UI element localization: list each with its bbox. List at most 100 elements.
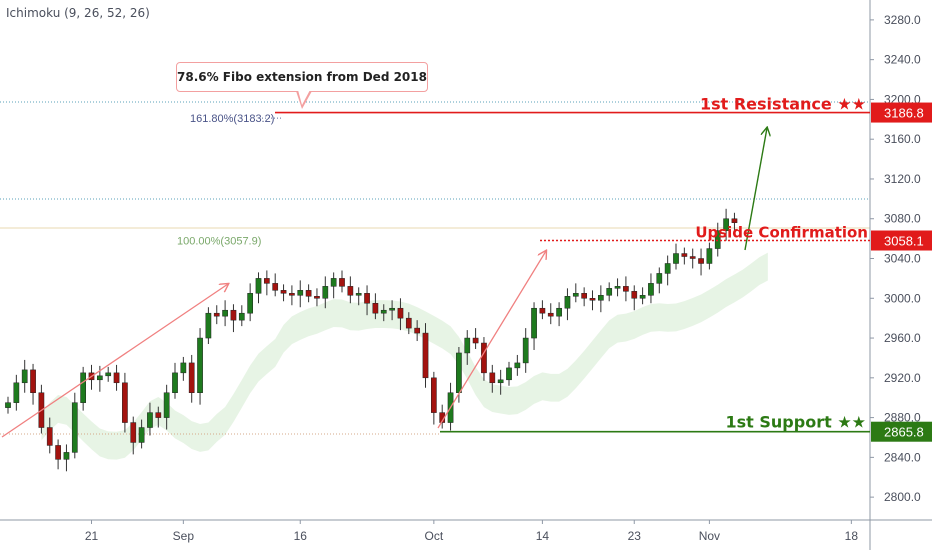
cloud-area [41,252,768,460]
candle-body [531,307,537,339]
candle-body [213,312,220,317]
candle [514,354,521,376]
candle-body [163,392,170,418]
fib-161-label: 161.80%(3183.2) [190,113,274,125]
candle-body [598,295,604,301]
candle [664,255,671,286]
candle-body [397,307,404,319]
candle [5,396,11,414]
candle-body [21,369,28,384]
candle-body [706,248,713,264]
candle [289,285,295,306]
candle-body [188,362,195,393]
candle [714,222,721,257]
candle [564,288,571,321]
candle-body [71,402,78,453]
candle-body [714,230,721,249]
resistance-annotation: 1st Resistance ★★ [700,95,866,114]
candle [138,419,145,449]
ichimoku-cloud [41,252,768,460]
candle [422,323,429,388]
candle-body [489,372,496,384]
candle [80,366,87,411]
candle-body [389,307,395,311]
candle [280,284,287,302]
resistance-price-tag-bg [871,102,932,123]
candle [147,402,153,436]
candle [589,290,596,311]
candle-body [172,372,178,393]
y-tick-label: 2920.0 [884,371,921,385]
candle [21,359,28,393]
candle-body [197,337,203,393]
candle [531,302,537,350]
candle [180,356,187,381]
candle-body [339,278,345,287]
candle-body [664,263,671,274]
candle [264,270,270,296]
candle-body [589,298,596,301]
candle [188,354,195,403]
candle [372,293,379,320]
candle [614,278,621,297]
x-tick-label: Sep [173,529,195,543]
candle-body [572,293,579,297]
x-tick-label: Oct [425,529,444,543]
projection-arrow [744,128,767,251]
candle [556,302,562,327]
candle [105,366,112,382]
y-tick-label: 3160.0 [884,132,921,146]
y-tick-label: 2800.0 [884,490,921,504]
candle-body [97,375,103,381]
candle-body [656,273,663,284]
candle [673,243,679,270]
candle-body [414,327,420,334]
candle-body [105,372,112,377]
candle [163,384,170,430]
candle [656,267,663,294]
candle-body [63,452,70,460]
candle [13,374,20,411]
fib-100-label: 100.00%(3057.9) [177,236,261,248]
candle [380,304,387,322]
candle-body [314,296,320,299]
trend-arrow-mid [437,251,546,429]
x-tick-label: 18 [845,529,859,543]
candle [723,208,729,241]
candle [213,305,220,325]
candle [414,320,420,342]
x-tick-label: 23 [628,529,642,543]
candle-body [456,352,462,393]
candle [339,270,345,293]
candle-body [297,290,304,296]
candle-body [347,286,354,296]
resistance-price-tag: 3186.8 [884,106,924,121]
confirmation-price-tag-bg [871,230,932,251]
candle-body [731,218,738,223]
candle-body [147,412,153,428]
candle [547,303,554,325]
candle [506,361,512,386]
candle [222,300,228,327]
price-tags: 3186.8 3058.1 2865.8 [871,102,932,442]
candle-body [80,372,87,403]
candle-body [13,382,20,403]
candle [581,287,587,307]
candle-body [155,412,162,418]
candle-body [122,382,128,423]
x-tick-label: Nov [699,529,720,543]
candle [489,364,496,393]
candle [122,372,128,433]
candle-body [380,309,387,314]
candle-body [30,369,36,393]
chart-drawings [1,128,767,438]
candle [297,280,304,308]
candle-body [472,337,479,344]
candle-body [422,332,429,379]
candle [230,304,237,333]
candle-body [113,372,120,384]
candle [238,305,245,327]
x-tick-label: 14 [536,529,550,543]
candle [481,337,487,381]
